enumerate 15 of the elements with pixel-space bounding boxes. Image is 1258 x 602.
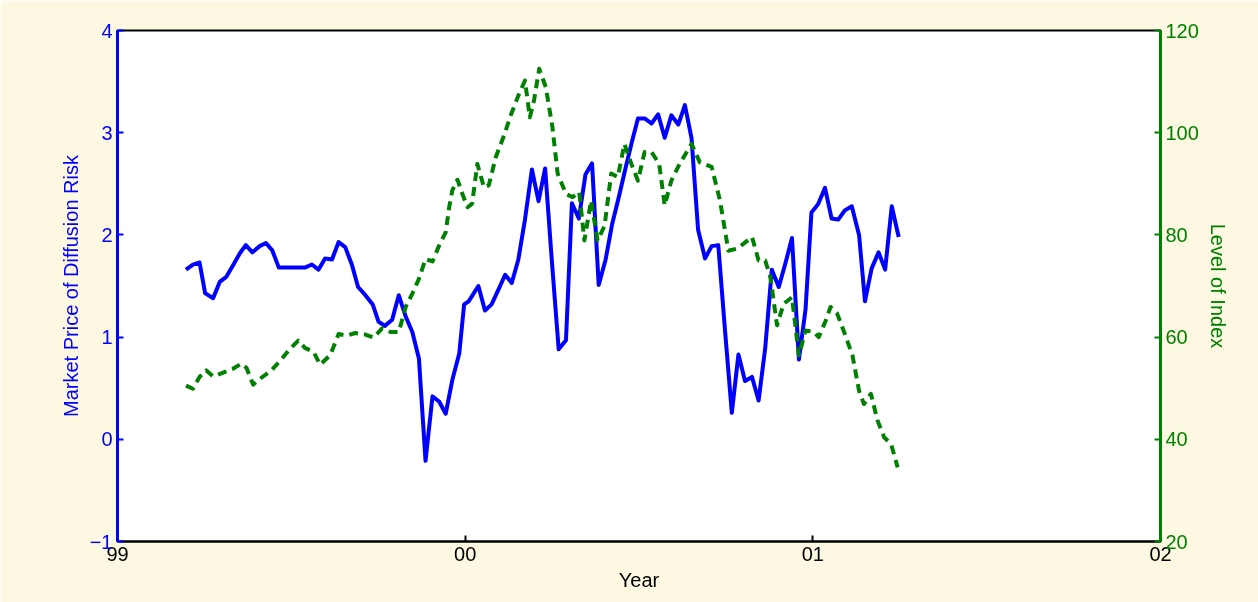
x-tick-label: 00	[454, 542, 477, 565]
y2-tick-label: 100	[1165, 121, 1199, 144]
y2-tick-label: 60	[1165, 326, 1188, 349]
y-tick-label: 3	[101, 121, 113, 144]
y-tick-label: 2	[101, 223, 113, 246]
y-tick-label: 0	[101, 428, 113, 451]
y2-tick-label: 80	[1165, 223, 1188, 246]
y-axis-title: Market Price of Diffusion Risk	[59, 154, 82, 417]
y2-axis-title: Level of Index	[1206, 223, 1229, 349]
x-axis-title: Year	[618, 568, 660, 591]
y-tick-label: 1	[101, 326, 113, 349]
y-tick-label: 4	[101, 19, 113, 42]
y2-tick-label: 40	[1165, 428, 1188, 451]
y2-tick-label: 120	[1165, 19, 1199, 42]
x-tick-label: 01	[801, 542, 824, 565]
